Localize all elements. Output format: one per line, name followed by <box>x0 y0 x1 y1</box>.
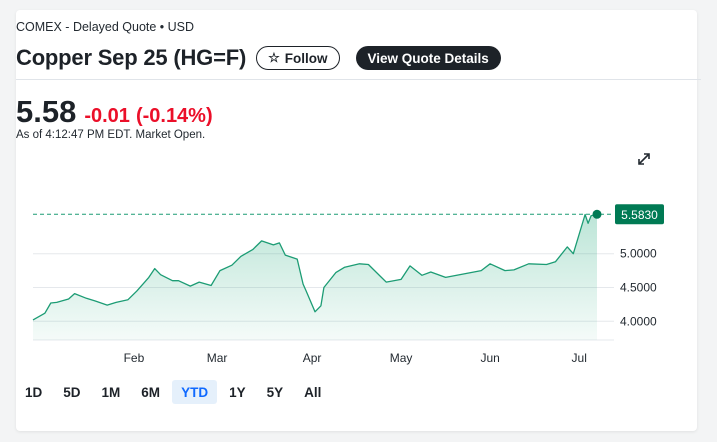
expand-icon <box>638 153 650 165</box>
current-price: 5.58 <box>16 94 77 129</box>
x-tick-label: Jul <box>572 351 587 365</box>
exchange-info: COMEX - Delayed Quote • USD <box>16 20 195 34</box>
range-button-all[interactable]: All <box>295 380 330 404</box>
range-button-1y[interactable]: 1Y <box>220 380 255 404</box>
range-button-5y[interactable]: 5Y <box>258 380 293 404</box>
last-value-badge <box>615 204 664 225</box>
page-title: Copper Sep 25 (HG=F) <box>16 45 247 70</box>
last-value-label: 5.5830 <box>621 208 658 222</box>
price-change-percent: (-0.14%) <box>135 105 213 127</box>
follow-label: Follow <box>284 50 328 66</box>
range-button-6m[interactable]: 6M <box>132 380 169 404</box>
price-change: -0.01 <box>84 105 130 127</box>
x-tick-label: May <box>390 351 413 365</box>
price-row: 5.58 -0.01 (-0.14%) <box>16 94 213 130</box>
x-tick-label: Jun <box>480 351 499 365</box>
range-selector: 1D 5D 1M 6M YTD 1Y 5Y All <box>16 380 333 404</box>
x-tick-label: Apr <box>303 351 322 365</box>
expand-chart-button[interactable] <box>636 151 652 167</box>
divider <box>16 79 701 80</box>
y-tick-label: 5.0000 <box>620 247 657 261</box>
view-quote-details-button[interactable]: View Quote Details <box>355 46 501 70</box>
star-icon: ☆ <box>268 50 280 65</box>
series-line <box>32 213 598 321</box>
y-tick-label: 4.0000 <box>620 314 657 328</box>
range-button-1m[interactable]: 1M <box>93 380 130 404</box>
series-area <box>33 214 597 340</box>
range-button-5d[interactable]: 5D <box>54 380 89 404</box>
x-tick-label: Feb <box>124 351 145 365</box>
range-button-ytd[interactable]: YTD <box>172 380 218 404</box>
title-row: Copper Sep 25 (HG=F) ☆ Follow View Quote… <box>16 44 501 72</box>
range-button-1d[interactable]: 1D <box>16 380 51 404</box>
x-tick-label: Mar <box>207 351 228 365</box>
quote-timestamp: As of 4:12:47 PM EDT. Market Open. <box>16 129 206 141</box>
y-tick-label: 4.5000 <box>620 281 657 295</box>
follow-button[interactable]: ☆ Follow <box>256 46 340 70</box>
last-point-marker <box>592 209 602 219</box>
